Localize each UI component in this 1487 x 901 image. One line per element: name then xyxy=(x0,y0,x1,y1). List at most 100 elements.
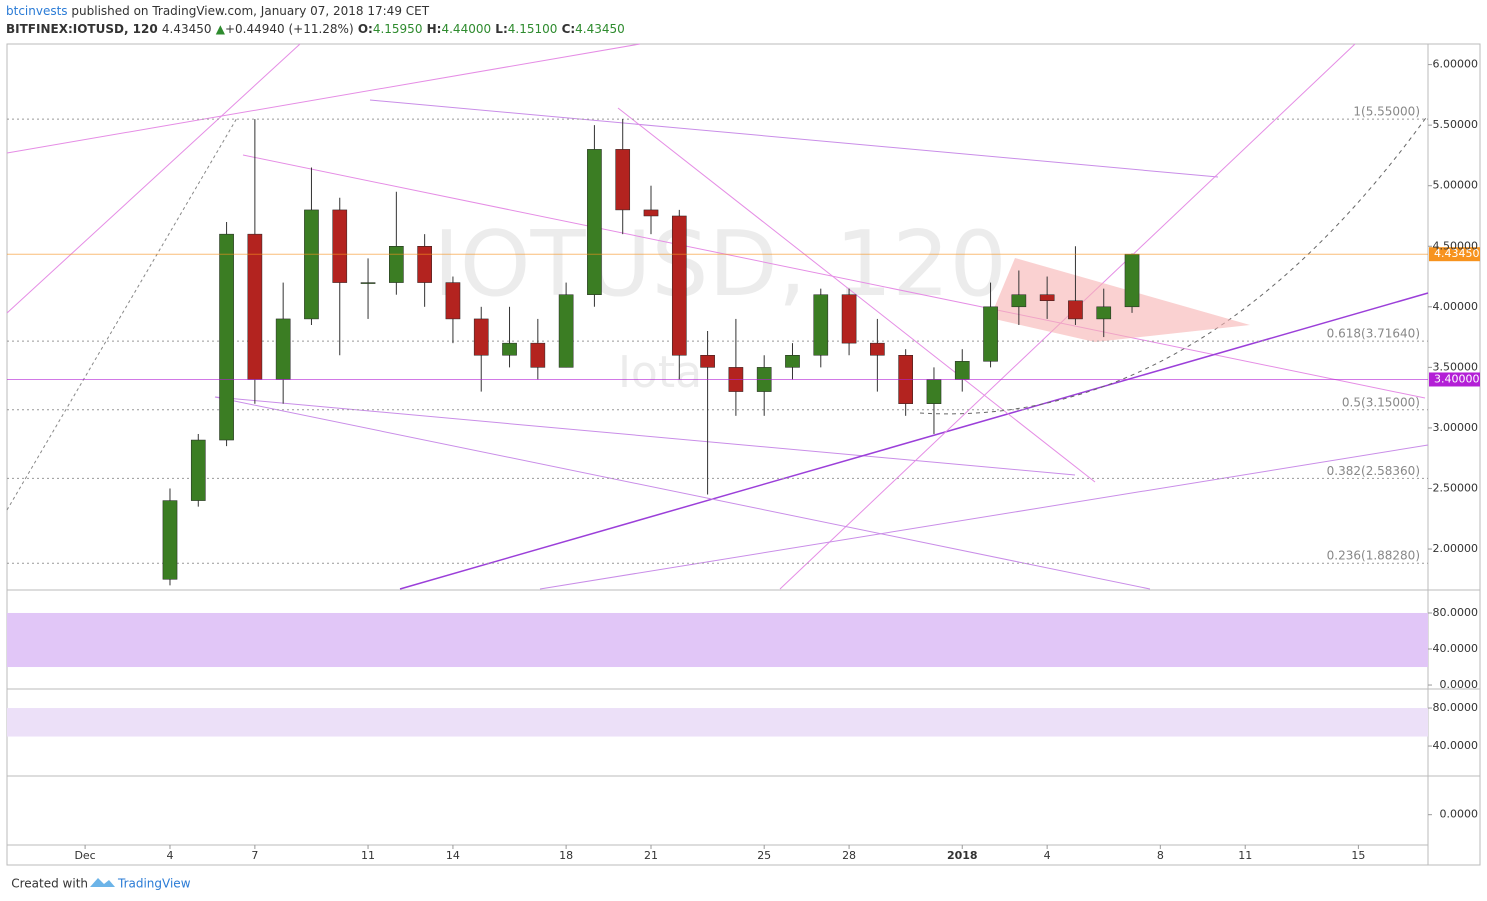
candle-body xyxy=(162,500,178,580)
x-tick-label: 2018 xyxy=(947,849,978,862)
candle-body xyxy=(1096,306,1112,320)
fib-label: 0.236(1.88280) xyxy=(1327,549,1420,563)
x-tick-label: 11 xyxy=(1238,849,1252,862)
fib-label: 0.5(3.15000) xyxy=(1342,395,1420,409)
y-tick-label: 3.00000 xyxy=(1433,421,1479,434)
candle-body xyxy=(870,342,885,356)
fib-label: 1(5.55000) xyxy=(1353,105,1420,119)
y-tick-label: 80.0000 xyxy=(1433,701,1479,714)
x-tick-label: 4 xyxy=(1044,849,1051,862)
candle-body xyxy=(643,209,659,217)
y-tick-label: 2.00000 xyxy=(1433,542,1479,555)
candle-body xyxy=(954,361,970,380)
price-tag-label: 3.40000 xyxy=(1434,372,1480,385)
candle-body xyxy=(1011,294,1027,308)
price-tag-label: 4.43450 xyxy=(1434,247,1480,260)
candle-body xyxy=(190,439,206,501)
candle-body xyxy=(1124,253,1140,308)
price-tag xyxy=(1429,247,1480,262)
published: published on TradingView.com, January 07… xyxy=(71,4,429,18)
price-tag xyxy=(1429,372,1480,387)
footer-brand[interactable]: TradingView xyxy=(117,877,191,891)
footer-created: Created with xyxy=(11,877,88,891)
last: 4.43450 xyxy=(162,22,212,36)
symbol: BITFINEX:IOTUSD, 120 xyxy=(6,22,158,36)
candle-body xyxy=(926,379,942,404)
candle-body xyxy=(445,282,461,320)
y-tick-label: 0.0000 xyxy=(1440,678,1479,691)
candle-body xyxy=(1039,294,1055,302)
y-tick-label: 5.00000 xyxy=(1433,179,1479,192)
x-tick-label: 15 xyxy=(1351,849,1365,862)
change: +0.44940 (+11.28%) xyxy=(225,22,354,36)
candle-body xyxy=(983,306,998,362)
x-tick-label: Dec xyxy=(74,849,95,862)
o-value: 4.15950 xyxy=(373,22,423,36)
candle-body xyxy=(530,342,546,368)
candle-body xyxy=(841,294,857,344)
candle-body xyxy=(700,355,715,368)
fib-label: 0.618(3.71640) xyxy=(1327,327,1420,341)
x-tick-label: 8 xyxy=(1157,849,1164,862)
x-tick-label: 25 xyxy=(757,849,771,862)
y-tick-label: 80.0000 xyxy=(1433,606,1479,619)
y-tick-label: 40.0000 xyxy=(1433,642,1479,655)
x-tick-label: 7 xyxy=(251,849,258,862)
candle-body xyxy=(671,215,687,356)
y-tick-label: 40.0000 xyxy=(1433,739,1479,752)
drawings xyxy=(6,43,1429,590)
x-tick-label: 21 xyxy=(644,849,658,862)
x-tick-label: 18 xyxy=(559,849,573,862)
y-tick-label: 6.00000 xyxy=(1433,58,1479,71)
trend-line xyxy=(214,396,1151,590)
support-line xyxy=(399,292,1429,590)
triangle-pattern xyxy=(990,258,1250,342)
trend-line xyxy=(6,43,301,314)
l-label: L: xyxy=(495,22,507,36)
l-value: 4.15100 xyxy=(508,22,558,36)
y-tick-label: 4.00000 xyxy=(1433,300,1479,313)
y-tick-label: 4.50000 xyxy=(1433,239,1479,252)
candle-body xyxy=(558,294,574,368)
fib-label: 0.382(2.58360) xyxy=(1327,464,1420,478)
h-value: 4.44000 xyxy=(441,22,491,36)
candle-body xyxy=(473,318,489,356)
trend-line xyxy=(6,43,641,154)
o-label: O: xyxy=(358,22,373,36)
c-label: C: xyxy=(562,22,576,36)
indicator-band xyxy=(7,612,1428,668)
candle-body xyxy=(360,282,376,284)
author[interactable]: btcinvests xyxy=(6,4,68,18)
candle-body xyxy=(275,318,291,380)
trend-line xyxy=(617,107,1096,483)
x-tick-label: 28 xyxy=(842,849,856,862)
candle-body xyxy=(813,294,829,356)
candle-body xyxy=(587,149,602,295)
frame xyxy=(6,43,1481,866)
trend-line xyxy=(242,154,1426,399)
y-tick-label: 0.0000 xyxy=(1440,808,1479,821)
trend-line xyxy=(539,444,1429,590)
dashed-line xyxy=(6,117,238,511)
header-line-1: btcinvests published on TradingView.com,… xyxy=(6,4,430,18)
candle-body xyxy=(1068,300,1083,320)
watermark-sub: Iota xyxy=(618,347,702,398)
candle-body xyxy=(304,209,319,320)
candle-body xyxy=(332,209,348,283)
candle-body xyxy=(417,246,432,283)
x-tick-label: 11 xyxy=(361,849,375,862)
header-line-2: BITFINEX:IOTUSD, 120 4.43450 ▲+0.44940 (… xyxy=(6,22,625,36)
watermark: IOTUSD, 120 xyxy=(433,212,1007,317)
candle-body xyxy=(615,149,631,211)
candle-body xyxy=(389,246,404,283)
y-tick-label: 2.50000 xyxy=(1433,481,1479,494)
candle-body xyxy=(247,233,263,380)
brand-logo xyxy=(90,878,115,887)
x-tick-label: 4 xyxy=(166,849,173,862)
candle-body xyxy=(502,342,517,356)
h-label: H: xyxy=(427,22,442,36)
c-value: 4.43450 xyxy=(575,22,625,36)
y-tick-label: 5.50000 xyxy=(1433,118,1479,131)
